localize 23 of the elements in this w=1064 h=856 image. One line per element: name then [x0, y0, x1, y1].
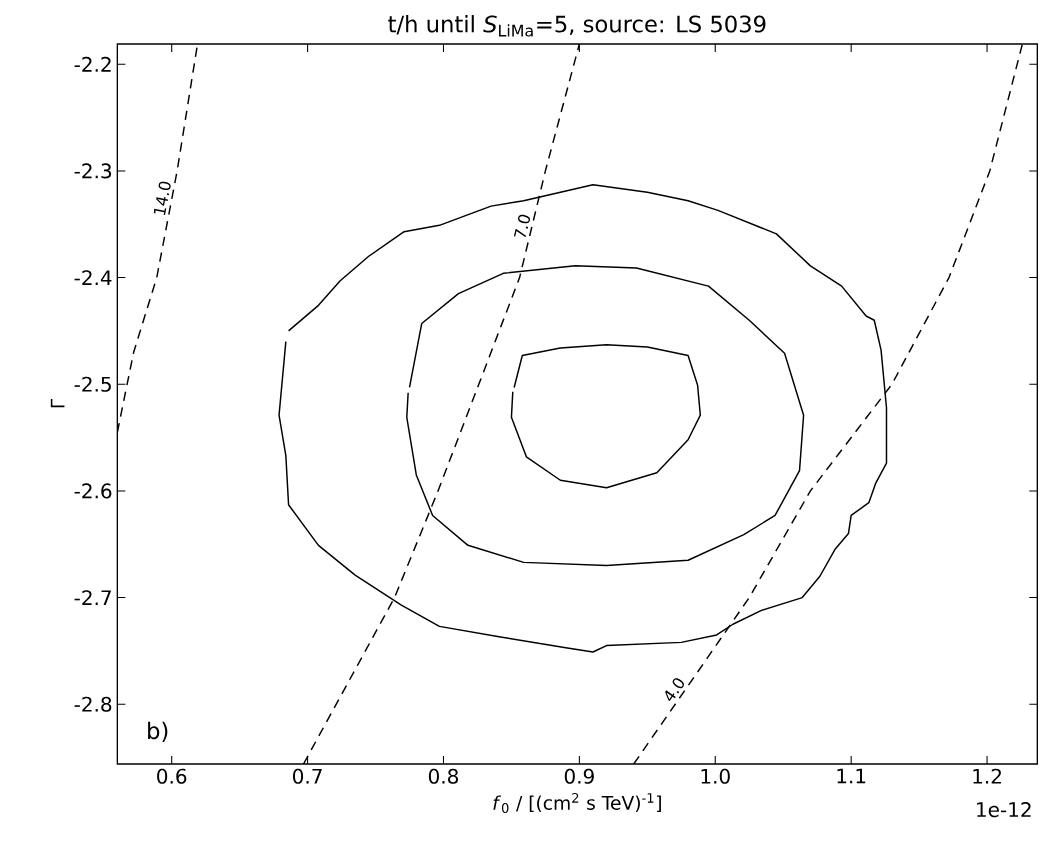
text: 14.0 — [154, 181, 171, 215]
x-tick-label: 1.1 — [837, 768, 866, 784]
y-tick-label: -2.3 — [74, 163, 112, 179]
y-tick-label: -2.8 — [74, 696, 112, 712]
y-tick-label: -2.6 — [74, 483, 112, 499]
text: 4.0 — [665, 678, 684, 702]
chart-title: t/h until S$_{LiMa}$=5, source: LS 5039 — [388, 15, 766, 37]
x-tick-label: 1.2 — [973, 768, 1001, 784]
x-tick-label: 0.8 — [428, 768, 459, 784]
y-tick-label: -2.4 — [74, 270, 112, 286]
text: 1e-12 — [977, 802, 1031, 818]
y-tick-label: -2.5 — [74, 376, 111, 392]
annotation: b) — [148, 721, 168, 742]
y-tick-label: -2.2 — [74, 56, 111, 72]
x-axis-title: f$_{0}$ / [(cm$^{2}$ s TeV)$^{-1}$] — [493, 792, 661, 813]
x-tick-label: 0.7 — [293, 768, 322, 784]
y-axis-title: Γ — [50, 398, 65, 408]
line-series — [510, 344, 702, 489]
y-tick-label: -2.7 — [74, 590, 111, 606]
x-tick-label: 0.6 — [157, 768, 187, 784]
x-tick-label: 1.0 — [701, 768, 730, 784]
x-tick-label: 0.9 — [564, 768, 594, 784]
text: 7.0 — [513, 214, 531, 238]
